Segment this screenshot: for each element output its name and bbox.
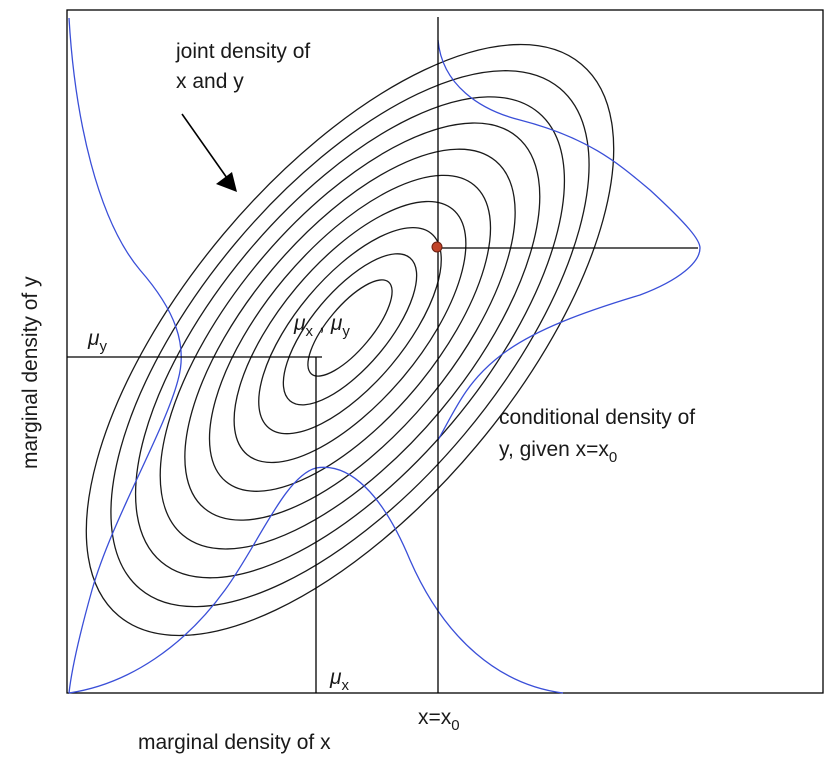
x0-axis-label: x=x0 <box>418 706 460 734</box>
mu-x-label: μx <box>329 666 350 694</box>
contour-ellipse-5 <box>184 148 516 521</box>
conditional-density-curve <box>437 39 701 441</box>
conditional-density-label-line2: y, given x=x0 <box>499 438 617 466</box>
x0-prefix: x=x <box>418 706 452 729</box>
mu-symbol: μ <box>293 312 306 335</box>
contour-ellipse-3 <box>134 96 566 579</box>
conditional-mode-point <box>431 241 443 253</box>
x0-subscript: 0 <box>451 717 459 734</box>
marginal-density-y-label: marginal density of y <box>19 276 42 469</box>
joint-density-label-line2: x and y <box>176 70 244 93</box>
conditional-density-label-line1: conditional density of <box>499 406 695 429</box>
joint-density-label-line1: joint density of <box>175 40 310 63</box>
mu-y-label: μy <box>87 327 108 355</box>
marginal-density-x-label: marginal density of x <box>138 731 331 754</box>
contour-ellipse-9 <box>282 253 418 406</box>
plot-frame <box>66 9 824 694</box>
mu-y-subscript: y <box>342 323 350 340</box>
contour-ellipse-6 <box>208 174 492 492</box>
mu-symbol: μ <box>87 327 100 350</box>
contour-ellipse-10 <box>307 279 393 377</box>
contour-ellipse-8 <box>258 227 442 435</box>
mu-x-mu-y-label: μx, μy <box>293 312 350 340</box>
joint-density-arrow <box>181 113 228 179</box>
contour-ellipse-2 <box>110 70 590 608</box>
mu-separator: , <box>319 312 325 335</box>
mu-x-subscript: x <box>342 677 350 694</box>
contour-ellipse-4 <box>159 122 541 550</box>
contour-ellipse-7 <box>233 200 467 464</box>
joint-density-contours <box>85 43 615 637</box>
marginal-density-y-curve <box>68 17 182 694</box>
conditional-label-subscript: 0 <box>609 449 617 466</box>
mu-symbol: μ <box>330 312 343 335</box>
contour-ellipse-1 <box>85 43 615 637</box>
mu-symbol: μ <box>329 666 342 689</box>
arrowhead-icon <box>216 172 237 192</box>
conditional-label-prefix: y, given x=x <box>499 438 609 461</box>
mu-y-subscript: y <box>100 338 108 355</box>
mu-x-subscript: x <box>306 323 314 340</box>
